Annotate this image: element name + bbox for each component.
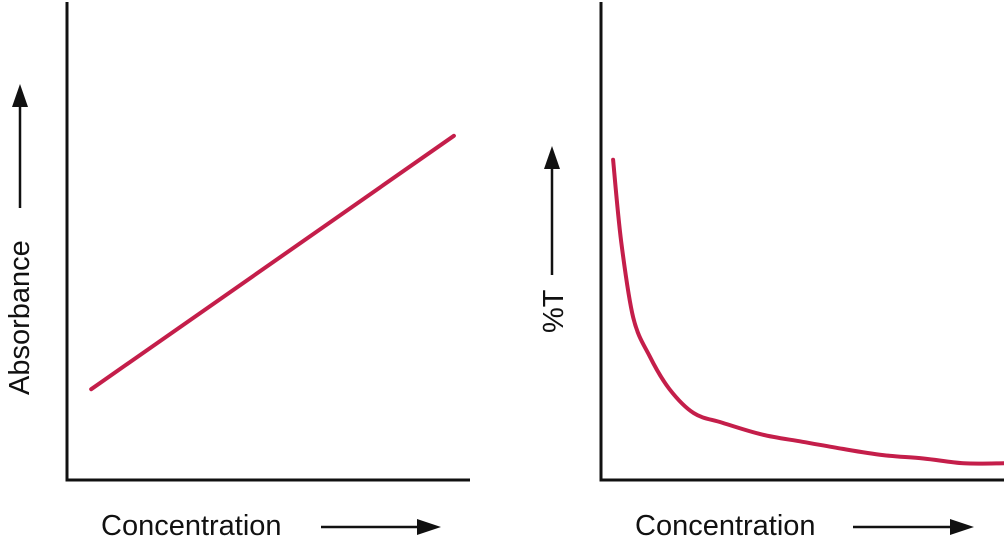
x-axis-arrow-icon (417, 519, 441, 535)
plot-area (599, 2, 1004, 482)
series-line-0 (89, 133, 456, 392)
x-axis-title-group: Concentration (635, 510, 974, 542)
x-axis-arrow-icon (950, 519, 974, 535)
x-axis-title: Concentration (635, 510, 816, 542)
y-axis-title-group: Absorbance (4, 84, 36, 395)
series-group (611, 157, 1004, 466)
y-axis-title: %T (538, 289, 570, 333)
x-axis-title-group: Concentration (101, 510, 441, 542)
y-axis-title: Absorbance (4, 240, 36, 395)
series-line-0 (611, 157, 1004, 466)
y-axis-arrow-icon (12, 84, 28, 107)
y-axis-arrow-icon (544, 146, 560, 169)
y-axis-title-group: %T (538, 146, 570, 333)
series-group (89, 133, 456, 392)
x-axis-title: Concentration (101, 510, 282, 542)
absorbance-chart: Absorbance Concentration (4, 2, 470, 542)
percent-transmittance-chart: %T Concentration (538, 2, 1004, 542)
plot-area (65, 2, 470, 482)
